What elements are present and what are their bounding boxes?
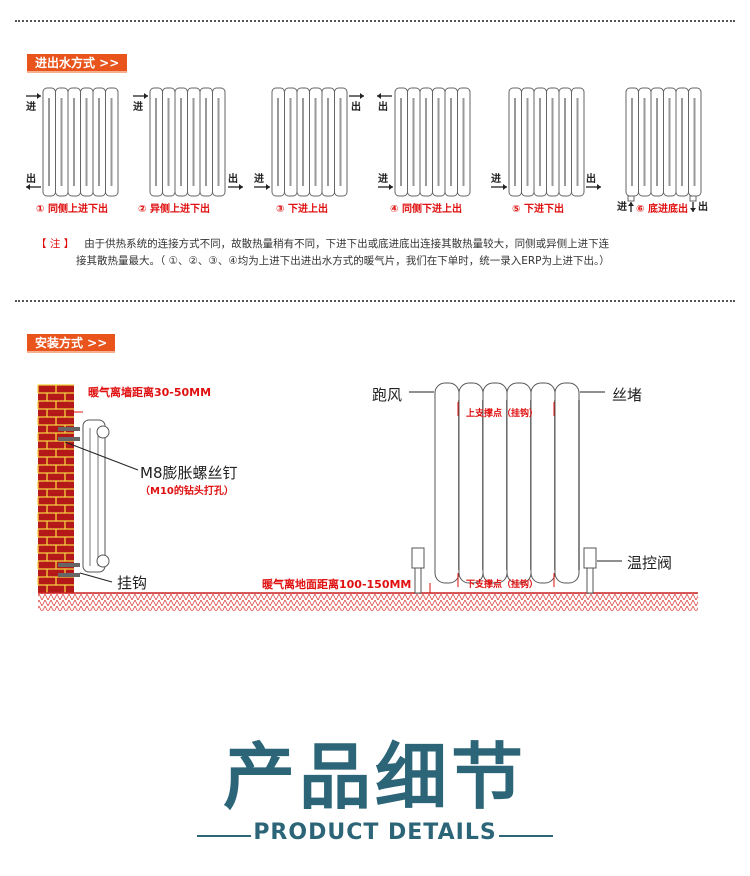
in-label: 进	[491, 172, 501, 185]
in-label: 进	[26, 100, 36, 113]
out-label: 出	[228, 172, 238, 185]
divider	[499, 835, 553, 837]
valve-label: 温控阀	[627, 554, 673, 572]
vent-label: 跑风	[372, 386, 403, 404]
leader-line	[79, 572, 113, 583]
radiator-column	[434, 382, 460, 584]
out-label: 出	[26, 172, 36, 185]
section-subtitle: PRODUCT DETAILS	[253, 820, 497, 845]
label-5: ⑤ 下进下出	[512, 204, 564, 215]
side-radiator	[82, 419, 106, 573]
screw-label: M8膨胀螺丝钉	[140, 464, 238, 482]
pipe	[414, 567, 422, 594]
fitting	[96, 425, 110, 439]
arrow-icon	[377, 93, 381, 99]
valve-icon	[411, 547, 425, 569]
divider	[197, 835, 251, 837]
in-label: 进	[378, 172, 388, 185]
floor	[38, 593, 698, 611]
label-1: ① 同侧上进下出	[36, 204, 108, 215]
arrow-icon	[26, 184, 30, 190]
arrow-icon	[239, 184, 243, 190]
in-label: 进	[254, 172, 264, 185]
label-2: ② 异侧上进下出	[138, 204, 210, 215]
arrow-icon	[360, 93, 364, 99]
arrow-icon	[389, 184, 393, 190]
out-label: 出	[586, 172, 596, 185]
section-tag-install: 安装方式 >>	[27, 334, 116, 353]
section-tag-water-flow: 进出水方式 >>	[27, 54, 128, 73]
section-title: 产品细节	[222, 735, 527, 819]
valve-icon	[583, 547, 597, 569]
pipe	[627, 195, 635, 202]
label-3: ③ 下进上出	[276, 204, 328, 215]
upper-support-label: 上支撑点（挂钩）	[466, 409, 539, 419]
divider	[15, 20, 735, 22]
wall-distance-label: 暖气离墙距离30-50MM	[88, 386, 212, 399]
lower-support-label: 下支撑点（挂钩）	[466, 580, 539, 590]
screw-icon	[58, 427, 80, 431]
hook-label: 挂钩	[117, 574, 148, 592]
in-label: 进	[133, 100, 143, 113]
plug-label: 丝堵	[612, 386, 643, 404]
arrow-icon	[37, 93, 41, 99]
divider	[15, 300, 735, 302]
label-4: ④ 同侧下进上出	[390, 204, 462, 215]
label-6: ⑥ 底进底出	[636, 204, 688, 215]
floor-distance-label: 暖气离地面距离100-150MM	[262, 578, 412, 591]
out-label: 出	[378, 100, 388, 113]
pipe	[689, 195, 697, 202]
arrow-icon	[503, 184, 507, 190]
fitting	[96, 554, 110, 568]
out-label: 出	[351, 100, 361, 113]
arrow-icon	[144, 93, 148, 99]
leader-line	[64, 441, 139, 471]
pipe	[586, 567, 594, 594]
screw-icon	[58, 573, 80, 577]
radiator-column	[554, 382, 580, 584]
screw-icon	[58, 563, 80, 567]
arrow-icon	[597, 184, 601, 190]
arrow-icon	[628, 202, 634, 206]
arrow-icon	[266, 184, 270, 190]
arrow-icon	[690, 208, 696, 212]
in-label: 进	[617, 200, 627, 213]
note: 【 注 】由于供热系统的连接方式不同，故散热量稍有不同，下进下出或底进底出连接其…	[36, 238, 610, 267]
out-label: 出	[698, 200, 708, 213]
screw-note: （M10的钻头打孔）	[140, 486, 234, 497]
screw-icon	[58, 437, 80, 441]
